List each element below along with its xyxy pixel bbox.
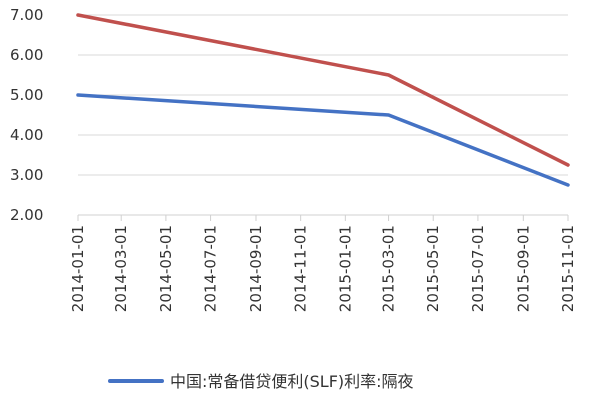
x-tick-label: 2015-05-01 (424, 225, 442, 312)
y-tick-label: 4.00 (10, 126, 43, 144)
x-tick-label: 2015-07-01 (469, 225, 487, 312)
series-lines (76, 13, 570, 187)
x-tick-label: 2014-01-01 (69, 225, 87, 312)
x-tick-label: 2015-11-01 (559, 225, 577, 312)
x-tick-label: 2014-11-01 (292, 225, 310, 312)
series-line (76, 93, 570, 187)
y-tick-label: 3.00 (10, 166, 43, 184)
x-tick-label: 2014-09-01 (247, 225, 265, 312)
grid-lines (78, 14, 568, 216)
x-tick-label: 2015-09-01 (514, 225, 532, 312)
y-axis: 2.00 3.00 4.00 5.00 6.00 7.00 (10, 6, 43, 224)
x-tick-label: 2015-01-01 (336, 225, 354, 312)
y-tick-label: 7.00 (10, 6, 43, 24)
x-tick-label: 2015-03-01 (380, 225, 398, 312)
x-tick-label: 2014-05-01 (157, 225, 175, 312)
legend: 中国:常备借贷便利(SLF)利率:隔夜 (108, 372, 414, 391)
x-tick-label: 2014-03-01 (112, 225, 130, 312)
series-line (76, 13, 570, 167)
legend-label: 中国:常备借贷便利(SLF)利率:隔夜 (170, 372, 414, 391)
y-tick-label: 5.00 (10, 86, 43, 104)
y-tick-label: 2.00 (10, 206, 43, 224)
x-tick-label: 2014-07-01 (202, 225, 220, 312)
y-tick-label: 6.00 (10, 46, 43, 64)
x-axis: 2014-01-01 2014-03-01 2014-05-01 2014-07-01… (69, 215, 577, 312)
